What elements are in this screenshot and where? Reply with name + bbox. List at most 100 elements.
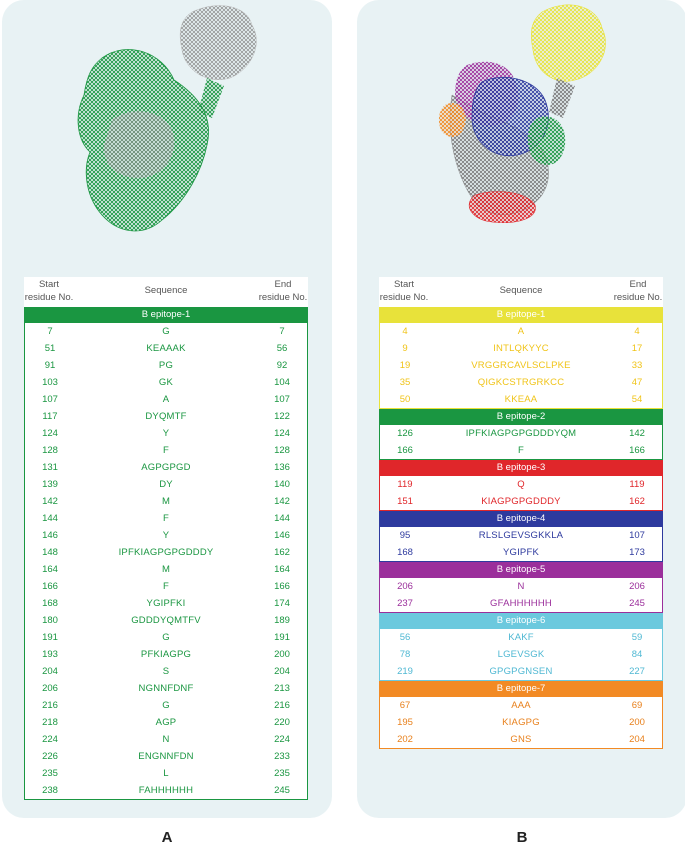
table-row: 168 YGIPFK 173 (380, 544, 662, 561)
sequence-cell: AAA (511, 700, 531, 711)
end-residue: 7 (279, 326, 285, 337)
start-residue: 144 (42, 513, 58, 524)
table-row: 206 NGNNFDNF 213 (25, 680, 307, 697)
end-residue: 146 (274, 530, 290, 541)
panel-label-a: A (161, 829, 173, 846)
sequence-cell: GK (158, 377, 174, 388)
sequence-cell: DY (159, 479, 173, 490)
table-row: 78 LGEVSGK 84 (380, 646, 662, 663)
table-row: 166 F 166 (380, 442, 662, 459)
start-residue: 195 (397, 717, 413, 728)
start-residue: 219 (397, 666, 413, 677)
start-residue: 19 (399, 360, 411, 371)
start-residue: 191 (42, 632, 58, 643)
table-row: 226 ENGNNFDN 233 (25, 748, 307, 765)
sequence-cell: L (163, 768, 169, 779)
end-residue: 173 (629, 547, 645, 558)
sequence-cell: A (162, 394, 170, 405)
end-residue: 174 (274, 598, 290, 609)
table-row: 148 IPFKIAGPGPGDDDY 162 (25, 544, 307, 561)
sequence-cell: YGIPFK (502, 547, 540, 558)
table-row: 146 Y 146 (25, 527, 307, 544)
end-residue: 119 (629, 479, 645, 490)
sequence-cell: KIAGPGPGDDDY (481, 496, 561, 507)
start-residue: 67 (399, 700, 411, 711)
table-row: 224 N 224 (25, 731, 307, 748)
start-residue: 148 (42, 547, 58, 558)
table-row: 164 M 164 (25, 561, 307, 578)
sequence-cell: KKEAA (504, 394, 538, 405)
table-row: 56 KAKF 59 (380, 629, 662, 646)
sequence-cell: ENGNNFDN (138, 751, 194, 762)
epitope-group-title: B epitope-1 (379, 307, 663, 323)
start-residue: 204 (42, 666, 58, 677)
sequence-cell: INTLQKYYC (493, 343, 549, 354)
table-row: 180 GDDDYQMTFV 189 (25, 612, 307, 629)
start-residue: 146 (42, 530, 58, 541)
protein-structure-a (77, 5, 257, 232)
epitope-group-rows: 95 RLSLGEVSGKKLA 107 168 YGIPFK 173 (379, 527, 663, 562)
table-row: 131 AGPGPGD 136 (25, 459, 307, 476)
epitope-group-title: B epitope-2 (379, 409, 663, 425)
panel-label-b: B (516, 829, 528, 846)
sequence-cell: IPFKIAGPGPGDDDYQM (465, 428, 577, 439)
end-residue: 47 (631, 377, 643, 388)
epitope-group-rows: 7 G 7 51 KEAAAK 56 91 PG 92 103 GK 104 107 A 107 117 DYQ… (24, 323, 308, 800)
sequence-cell: A (517, 326, 525, 337)
table-row: 166 F 166 (25, 578, 307, 595)
start-residue: 206 (42, 683, 58, 694)
table-row: 67 AAA 69 (380, 697, 662, 714)
table-row: 195 KIAGPG 200 (380, 714, 662, 731)
start-residue: 56 (399, 632, 411, 643)
start-residue: 151 (397, 496, 413, 507)
sequence-cell: M (161, 564, 171, 575)
start-residue: 235 (42, 768, 58, 779)
start-residue: 50 (399, 394, 411, 405)
table-row: 204 S 204 (25, 663, 307, 680)
sequence-cell: KAKF (508, 632, 534, 643)
sequence-header: Sequence (144, 285, 188, 296)
end-residue: 200 (629, 717, 645, 728)
sequence-cell: GDDDYQMTFV (131, 615, 201, 626)
start-residue: 95 (399, 530, 411, 541)
sequence-cell: AGP (155, 717, 177, 728)
sequence-cell: Y (162, 428, 170, 439)
table-row: 95 RLSLGEVSGKKLA 107 (380, 527, 662, 544)
start-residue: 166 (397, 445, 413, 456)
end-residue: 233 (274, 751, 290, 762)
sequence-cell: NGNNFDNF (138, 683, 194, 694)
sequence-cell: GNS (510, 734, 532, 745)
table-row: 51 KEAAAK 56 (25, 340, 307, 357)
table-row: 202 GNS 204 (380, 731, 662, 748)
end-residue: 166 (274, 581, 290, 592)
sequence-cell: Y (162, 530, 170, 541)
end-residue: 54 (631, 394, 643, 405)
table-header: Start residue No. Sequence End residue No. (379, 277, 663, 307)
start-residue: 126 (397, 428, 413, 439)
start-residue: 124 (42, 428, 58, 439)
start-residue: 237 (397, 598, 413, 609)
start-residue: 117 (42, 411, 58, 422)
end-residue: 140 (274, 479, 290, 490)
start-residue: 128 (42, 445, 58, 456)
end-residue: 17 (631, 343, 643, 354)
epitope-group-title: B epitope-5 (379, 562, 663, 578)
sequence-cell: AGPGPGD (141, 462, 191, 473)
table-row: 117 DYQMTF 122 (25, 408, 307, 425)
epitope-group-rows: 67 AAA 69 195 KIAGPG 200 202 GNS 204 (379, 697, 663, 749)
end-residue: 164 (274, 564, 290, 575)
sequence-cell: G (162, 700, 170, 711)
table-row: 35 QIGKCSTRGRKCC 47 (380, 374, 662, 391)
start-header: Start residue No. (24, 279, 74, 303)
end-residue: 216 (274, 700, 290, 711)
epitope-group-title: B epitope-6 (379, 613, 663, 629)
start-residue: 166 (42, 581, 58, 592)
table-row: 191 G 191 (25, 629, 307, 646)
table-row: 128 F 128 (25, 442, 307, 459)
start-residue: 224 (42, 734, 58, 745)
epitope-group-rows: 119 Q 119 151 KIAGPGPGDDDY 162 (379, 476, 663, 511)
start-residue: 119 (397, 479, 413, 490)
sequence-cell: GPGPGNSEN (489, 666, 553, 677)
start-header: Start residue No. (379, 279, 429, 303)
table-row: 238 FAHHHHHH 245 (25, 782, 307, 799)
